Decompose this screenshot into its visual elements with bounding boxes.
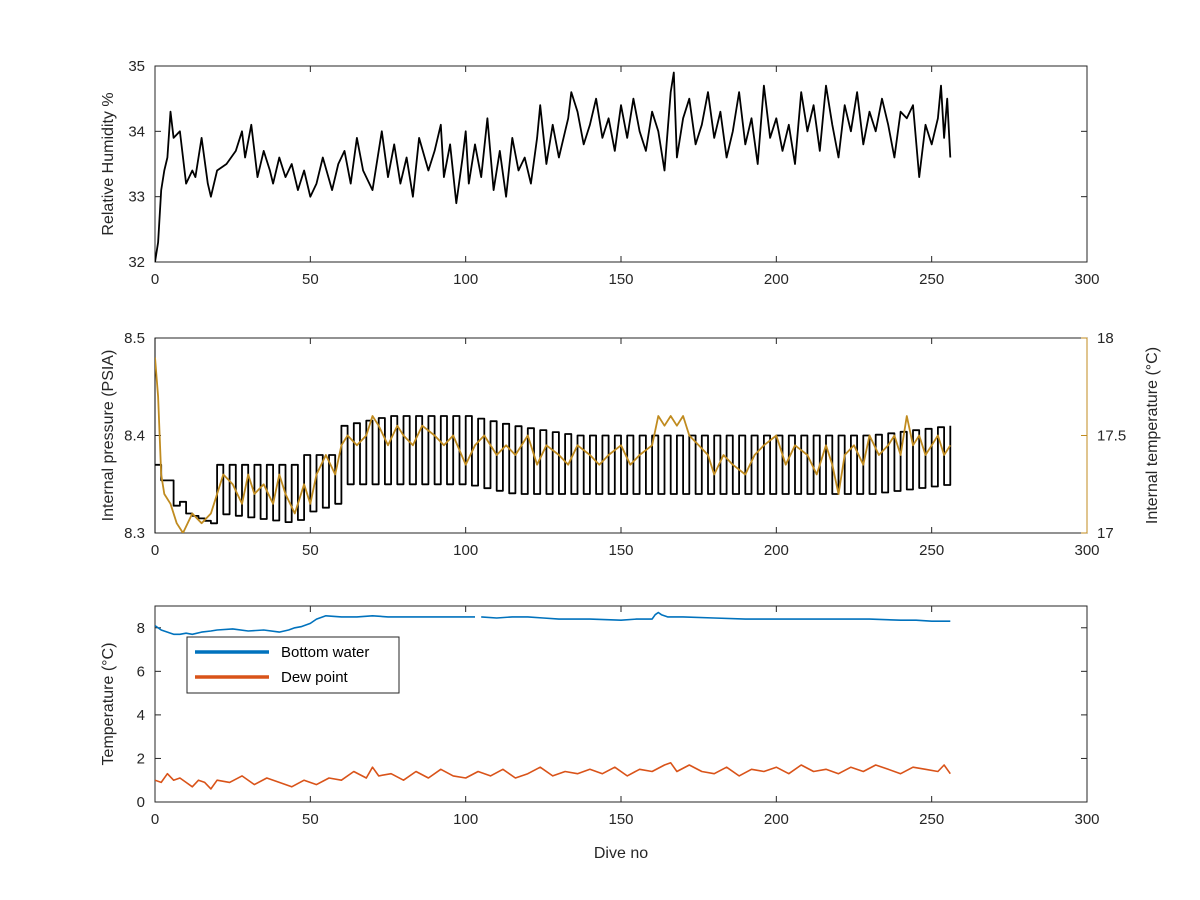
y2-tick-label: 17.5 [1097, 428, 1126, 445]
y-tick-label: 8.3 [124, 525, 145, 542]
x-tick-label: 200 [764, 271, 789, 288]
series-line-main [155, 71, 952, 262]
x-tick-label: 150 [608, 542, 633, 559]
x-tick-label: 0 [151, 542, 159, 559]
y-tick-label: 35 [128, 58, 145, 75]
x-tick-label: 0 [151, 811, 159, 828]
x-tick-label: 250 [919, 542, 944, 559]
y-tick-label: 8.4 [124, 428, 145, 445]
x-tick-label: 100 [453, 542, 478, 559]
series-line-right [155, 357, 952, 533]
x-tick-label: 300 [1074, 811, 1099, 828]
x-tick-label: 300 [1074, 542, 1099, 559]
y2-tick-label: 17 [1097, 525, 1114, 542]
y-tick-label: 8.5 [124, 330, 145, 347]
humidity-panel: 0 50 100 150 200 250 300 32 33 34 35 Relative Humid… [100, 58, 1100, 288]
y-tick-label: 6 [137, 663, 145, 680]
temperature-panel: 0 50 100 150 200 250 300 0 2 4 6 8 Temperature (°C) B… [100, 605, 1100, 828]
y-tick-label: 32 [128, 254, 145, 271]
x-tick-label: 300 [1074, 271, 1099, 288]
x-tick-label: 250 [919, 811, 944, 828]
x-tick-label: 150 [608, 811, 633, 828]
series-line-dew-point [155, 762, 951, 790]
x-tick-label: 50 [302, 542, 319, 559]
y-tick-label: 4 [137, 707, 145, 724]
x-tick-label: 50 [302, 811, 319, 828]
y-tick-label: 2 [137, 750, 145, 767]
x-tick-label: 50 [302, 271, 319, 288]
x-tick-label: 200 [764, 542, 789, 559]
legend: Bottom water Dew point [186, 636, 400, 694]
legend-label: Dew point [281, 669, 349, 686]
x-tick-label: 0 [151, 271, 159, 288]
y-tick-label: 34 [128, 123, 145, 140]
y2-tick-label: 18 [1097, 330, 1114, 347]
legend-box [186, 636, 400, 694]
legend-label: Bottom water [281, 644, 369, 661]
x-tick-label: 200 [764, 811, 789, 828]
x-tick-label: 100 [453, 271, 478, 288]
x-tick-label: 150 [608, 271, 633, 288]
y-tick-label: 0 [137, 794, 145, 811]
pressure-temperature-panel: 0 50 100 150 200 250 300 8.3 8.4 8.5 17 17.5 18 Inter… [100, 330, 1161, 559]
x-tick-label: 100 [453, 811, 478, 828]
x-axis-label: Dive no [594, 845, 648, 862]
y-tick-label: 33 [128, 189, 145, 206]
series-line-bottom-water [155, 611, 951, 636]
x-tick-label: 250 [919, 271, 944, 288]
y-axis-label: Temperature (°C) [100, 643, 117, 766]
y-tick-label: 8 [137, 620, 145, 637]
y2-axis-label: Internal temperature (°C) [1144, 347, 1161, 524]
y-axis-label: Relative Humidity % [100, 92, 117, 235]
y-axis-label: Internal pressure (PSIA) [100, 350, 117, 522]
